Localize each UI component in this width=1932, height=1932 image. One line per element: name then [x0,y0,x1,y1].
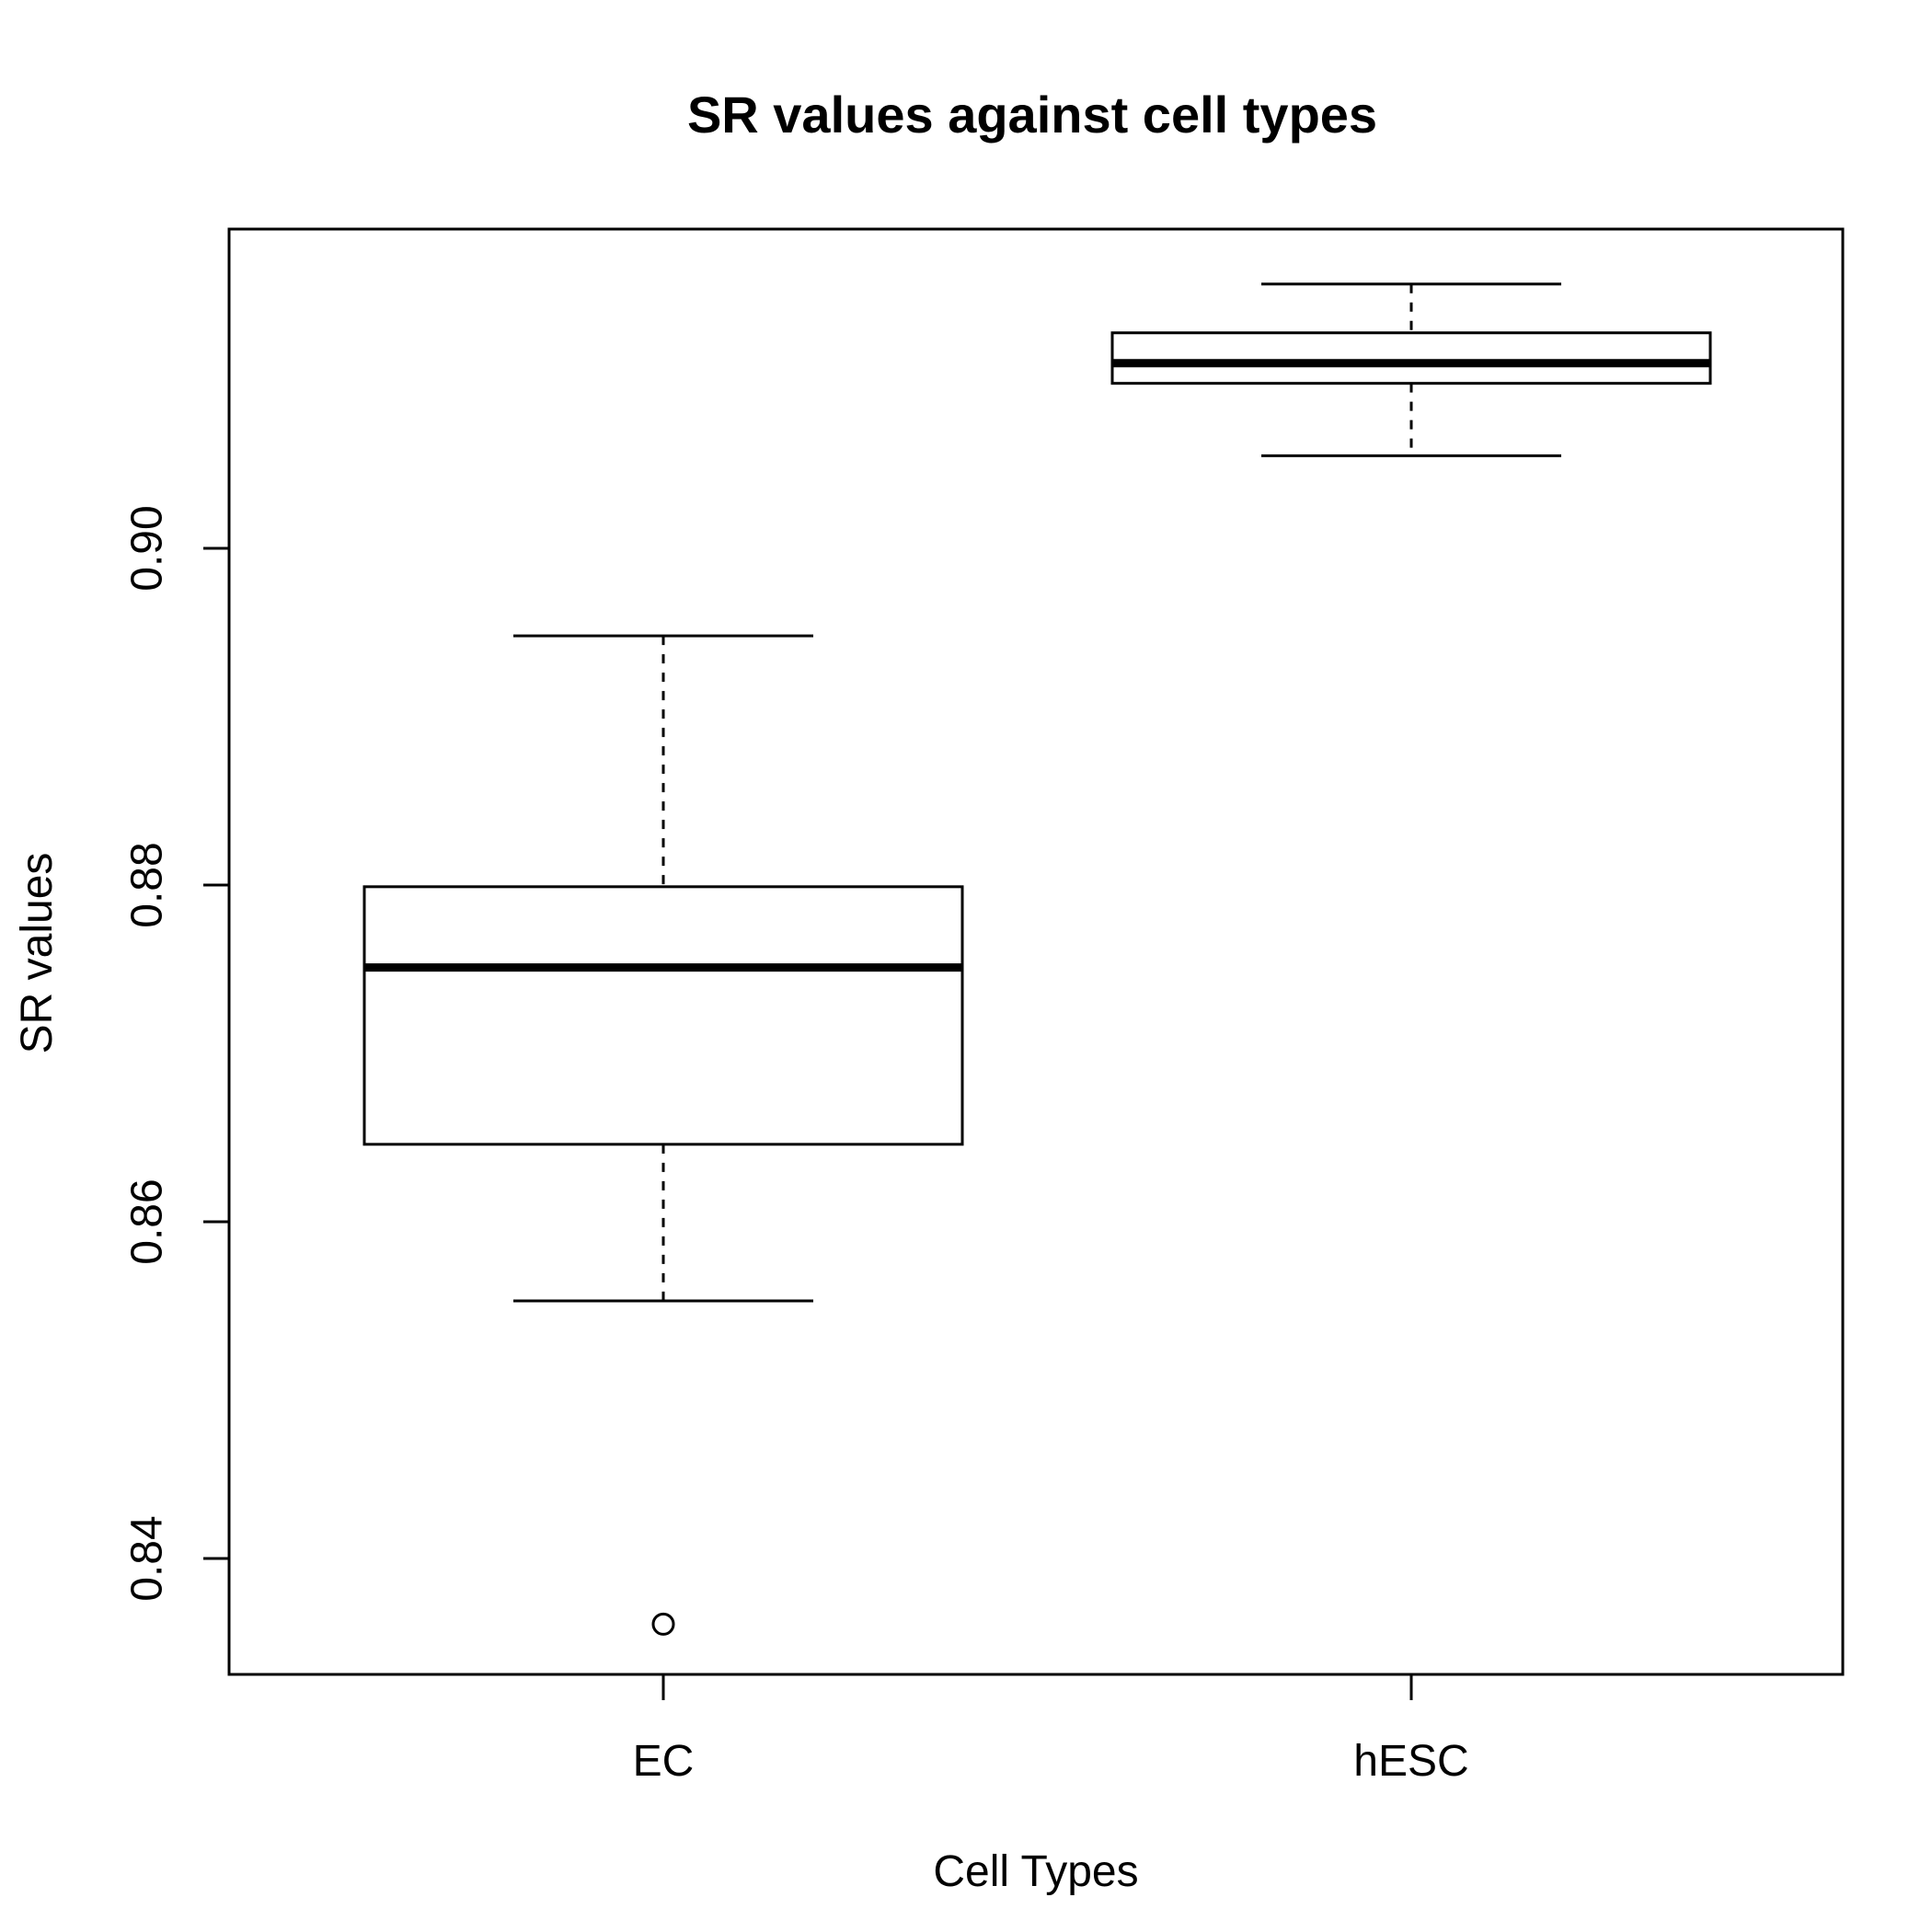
y-axis-label: SR values [13,853,62,1054]
box-hesc [1110,282,1712,457]
x-tick-label: EC [633,1737,695,1786]
box-series [362,282,1712,1636]
box-ec [362,634,964,1636]
interquartile-box [362,885,964,1146]
y-tick-label: 0.90 [123,505,172,591]
chart-title: SR values against cell types [687,86,1377,144]
interquartile-box [1110,331,1712,385]
outlier-point [651,1612,675,1636]
y-tick-label: 0.88 [123,842,172,927]
x-tick-label: hESC [1353,1737,1468,1786]
y-axis: 0.84 0.86 0.88 0.90 [123,505,229,1602]
x-axis-label: Cell Types [933,1847,1138,1896]
plot-frame [227,227,1845,1676]
y-tick-label: 0.86 [123,1179,172,1264]
x-axis: EC hESC [633,1674,1469,1786]
y-tick-label: 0.84 [123,1515,172,1601]
